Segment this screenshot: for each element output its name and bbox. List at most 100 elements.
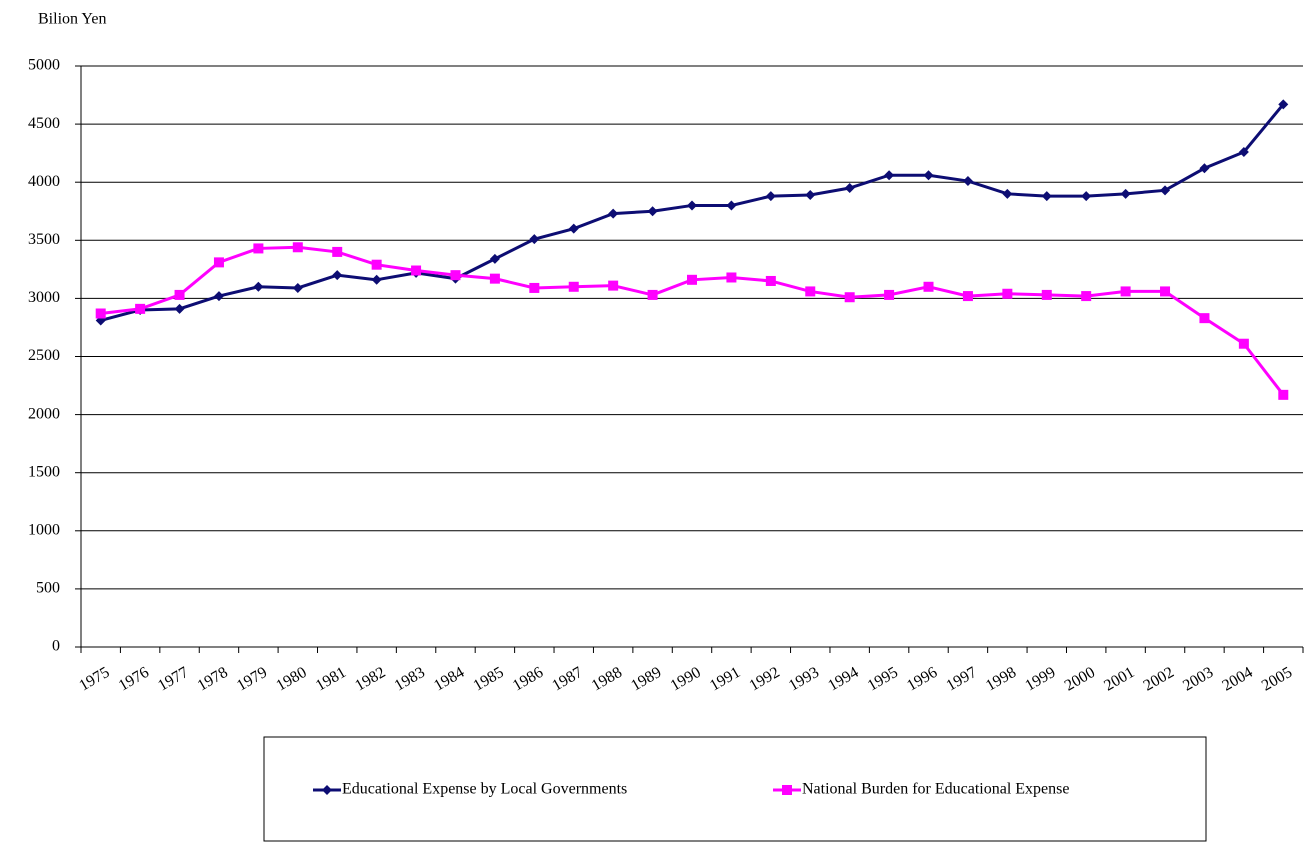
data-point (1278, 99, 1289, 110)
data-point (1041, 191, 1052, 202)
x-tick-label: 1991 (707, 664, 743, 695)
y-tick-label: 5000 (28, 57, 60, 74)
data-point (726, 272, 737, 283)
x-tick-label: 1985 (471, 664, 507, 695)
data-point (332, 246, 343, 257)
data-point (1081, 291, 1092, 302)
data-point (805, 189, 816, 200)
series-line (100, 103, 1285, 322)
data-point (371, 259, 382, 270)
x-tick-label: 1999 (1022, 664, 1058, 695)
data-point (568, 223, 579, 234)
data-point (608, 208, 619, 219)
legend-box (263, 736, 1207, 842)
x-tick-label: 1992 (746, 664, 782, 695)
data-point (1199, 163, 1210, 174)
y-tick-label: 4000 (28, 173, 60, 190)
x-tick-label: 2000 (1062, 664, 1098, 695)
legend-marker (782, 785, 792, 795)
data-point (844, 292, 855, 303)
x-tick-label: 1995 (865, 664, 901, 695)
x-tick-label: 1980 (273, 664, 309, 695)
data-point (529, 234, 540, 245)
x-tick-label: 1989 (628, 664, 664, 695)
y-tick-label: 4500 (28, 115, 60, 132)
x-tick-label: 1982 (352, 664, 388, 695)
x-tick-label: 1993 (786, 664, 822, 695)
y-tick-label: 2500 (28, 347, 60, 364)
data-point (292, 242, 303, 253)
data-point (884, 289, 895, 300)
data-point (923, 281, 934, 292)
data-point (1160, 185, 1171, 196)
data-point (765, 191, 776, 202)
data-point (292, 282, 303, 293)
y-tick-label: 0 (52, 638, 60, 655)
data-point (1238, 338, 1249, 349)
x-tick-label: 1994 (825, 664, 861, 695)
x-tick-label: 1990 (668, 664, 704, 695)
data-point (1238, 146, 1249, 157)
data-point (213, 257, 224, 268)
x-tick-label: 1975 (76, 664, 112, 695)
y-tick-label: 3500 (28, 231, 60, 248)
data-point (174, 289, 185, 300)
y-tick-label: 1500 (28, 463, 60, 480)
data-point (174, 303, 185, 314)
data-point (1160, 286, 1171, 297)
data-point (884, 170, 895, 181)
x-tick-label: 1996 (904, 664, 940, 695)
x-tick-label: 2004 (1219, 664, 1255, 695)
x-tick-label: 2001 (1101, 664, 1137, 695)
x-tick-label: 2002 (1141, 664, 1177, 695)
data-point (1120, 188, 1131, 199)
data-point (1081, 191, 1092, 202)
data-point (962, 291, 973, 302)
x-tick-label: 1978 (195, 664, 231, 695)
data-point (371, 274, 382, 285)
y-tick-label: 2000 (28, 405, 60, 422)
data-point (253, 281, 264, 292)
data-point (1041, 289, 1052, 300)
data-point (805, 286, 816, 297)
data-point (213, 291, 224, 302)
data-point (687, 274, 697, 285)
data-point (1120, 286, 1131, 297)
x-tick-label: 1998 (983, 664, 1019, 695)
data-point (489, 273, 500, 284)
x-tick-label: 1984 (431, 664, 467, 695)
data-point (647, 289, 658, 300)
x-tick-label: 1979 (234, 664, 270, 695)
x-tick-label: 1976 (116, 664, 152, 695)
y-tick-label: 3000 (28, 289, 60, 306)
data-point (608, 280, 619, 291)
data-point (844, 183, 855, 194)
data-point (568, 281, 579, 292)
y-axis-title: Bilion Yen (38, 11, 106, 28)
data-point (1199, 313, 1210, 324)
x-tick-label: 1997 (944, 664, 980, 695)
data-point (489, 253, 500, 264)
x-tick-label: 2003 (1180, 664, 1216, 695)
data-point (962, 176, 973, 187)
data-point (1002, 188, 1013, 199)
data-point (1002, 288, 1013, 299)
data-point (923, 170, 934, 181)
x-tick-label: 1988 (589, 664, 625, 695)
data-point (450, 270, 461, 281)
data-point (726, 200, 737, 211)
series-line (100, 245, 1285, 396)
data-point (411, 265, 422, 276)
legend-label: National Burden for Educational Expense (802, 781, 1069, 798)
x-tick-label: 1986 (510, 664, 546, 695)
x-tick-label: 1983 (392, 664, 428, 695)
data-point (95, 308, 106, 319)
x-tick-label: 2005 (1259, 664, 1295, 695)
data-point (1278, 389, 1289, 400)
data-point (687, 200, 697, 211)
data-point (765, 275, 776, 286)
x-tick-label: 1987 (549, 664, 585, 695)
y-tick-label: 1000 (28, 521, 60, 538)
data-point (253, 243, 264, 254)
